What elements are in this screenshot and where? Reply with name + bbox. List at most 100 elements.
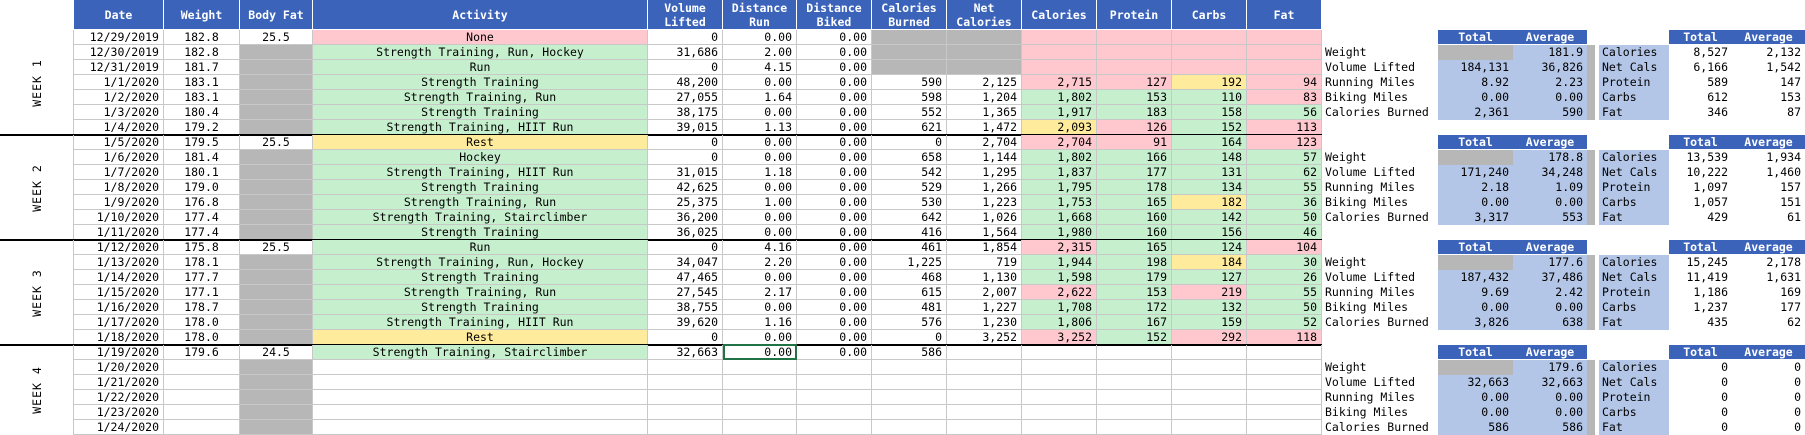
cell-fat[interactable]	[1247, 420, 1322, 435]
cell-net-calories[interactable]	[947, 360, 1022, 375]
column-header-net-calories[interactable]: Net Calories	[947, 0, 1022, 29]
cell-fat[interactable]	[1247, 60, 1322, 75]
cell-body-fat[interactable]	[240, 150, 313, 165]
cell-distance-biked[interactable]: 0.00	[797, 255, 872, 270]
cell-net-calories[interactable]	[947, 405, 1022, 420]
cell-fat[interactable]: 46	[1247, 225, 1322, 240]
cell-weight[interactable]: 175.8	[164, 240, 240, 255]
cell-distance-run[interactable]: 1.64	[723, 90, 797, 105]
cell-weight[interactable]: 179.0	[164, 180, 240, 195]
cell-body-fat[interactable]	[240, 180, 313, 195]
cell-net-calories[interactable]: 2,007	[947, 285, 1022, 300]
cell-calories[interactable]: 1,753	[1022, 195, 1097, 210]
cell-calories[interactable]	[1022, 345, 1097, 360]
cell-calories-burned[interactable]: 1,225	[872, 255, 947, 270]
cell-calories-burned[interactable]	[872, 405, 947, 420]
cell-distance-run[interactable]: 0.00	[723, 225, 797, 240]
cell-body-fat[interactable]	[240, 75, 313, 90]
cell-protein[interactable]: 167	[1097, 315, 1172, 330]
cell-carbs[interactable]: 132	[1172, 300, 1247, 315]
cell-carbs[interactable]: 134	[1172, 180, 1247, 195]
cell-date[interactable]: 1/16/2020	[74, 300, 164, 315]
cell-date[interactable]: 1/14/2020	[74, 270, 164, 285]
cell-calories[interactable]: 1,708	[1022, 300, 1097, 315]
cell-calories[interactable]: 2,704	[1022, 135, 1097, 150]
cell-carbs[interactable]	[1172, 360, 1247, 375]
cell-distance-biked[interactable]: 0.00	[797, 300, 872, 315]
cell-protein[interactable]: 172	[1097, 300, 1172, 315]
cell-body-fat[interactable]	[240, 165, 313, 180]
cell-distance-run[interactable]: 4.15	[723, 60, 797, 75]
cell-body-fat[interactable]	[240, 330, 313, 345]
cell-fat[interactable]: 94	[1247, 75, 1322, 90]
cell-net-calories[interactable]: 1,472	[947, 120, 1022, 135]
cell-distance-run[interactable]: 0.00	[723, 330, 797, 345]
cell-volume-lifted[interactable]: 36,025	[648, 225, 723, 240]
cell-carbs[interactable]	[1172, 30, 1247, 45]
cell-calories[interactable]	[1022, 405, 1097, 420]
cell-carbs[interactable]: 110	[1172, 90, 1247, 105]
cell-carbs[interactable]: 159	[1172, 315, 1247, 330]
cell-weight[interactable]: 177.1	[164, 285, 240, 300]
cell-protein[interactable]: 165	[1097, 195, 1172, 210]
cell-weight[interactable]	[164, 420, 240, 435]
cell-distance-biked[interactable]: 0.00	[797, 165, 872, 180]
cell-date[interactable]: 1/20/2020	[74, 360, 164, 375]
cell-date[interactable]: 1/3/2020	[74, 105, 164, 120]
cell-carbs[interactable]: 131	[1172, 165, 1247, 180]
cell-activity[interactable]: Strength Training, Run, Hockey	[313, 45, 648, 60]
cell-protein[interactable]	[1097, 45, 1172, 60]
cell-fat[interactable]: 52	[1247, 315, 1322, 330]
cell-protein[interactable]: 160	[1097, 210, 1172, 225]
cell-net-calories[interactable]: 1,026	[947, 210, 1022, 225]
cell-distance-run[interactable]	[723, 405, 797, 420]
cell-volume-lifted[interactable]: 36,200	[648, 210, 723, 225]
cell-activity[interactable]: Strength Training	[313, 180, 648, 195]
cell-body-fat[interactable]: 25.5	[240, 135, 313, 150]
cell-fat[interactable]	[1247, 375, 1322, 390]
cell-volume-lifted[interactable]	[648, 420, 723, 435]
cell-body-fat[interactable]	[240, 360, 313, 375]
cell-weight[interactable]: 177.7	[164, 270, 240, 285]
cell-distance-run[interactable]	[723, 360, 797, 375]
cell-carbs[interactable]: 184	[1172, 255, 1247, 270]
cell-carbs[interactable]	[1172, 45, 1247, 60]
cell-protein[interactable]: 127	[1097, 75, 1172, 90]
cell-calories-burned[interactable]: 416	[872, 225, 947, 240]
cell-activity[interactable]: Strength Training, Run	[313, 90, 648, 105]
cell-distance-biked[interactable]: 0.00	[797, 180, 872, 195]
cell-carbs[interactable]: 156	[1172, 225, 1247, 240]
cell-distance-biked[interactable]: 0.00	[797, 120, 872, 135]
cell-distance-run[interactable]: 2.17	[723, 285, 797, 300]
cell-activity[interactable]: None	[313, 30, 648, 45]
cell-distance-biked[interactable]	[797, 420, 872, 435]
cell-protein[interactable]	[1097, 30, 1172, 45]
column-header-calories[interactable]: Calories	[1022, 0, 1097, 29]
cell-fat[interactable]	[1247, 45, 1322, 60]
cell-net-calories[interactable]	[947, 390, 1022, 405]
cell-volume-lifted[interactable]: 25,375	[648, 195, 723, 210]
cell-calories-burned[interactable]: 598	[872, 90, 947, 105]
cell-activity[interactable]: Strength Training, Run, Hockey	[313, 255, 648, 270]
cell-date[interactable]: 1/22/2020	[74, 390, 164, 405]
cell-distance-biked[interactable]: 0.00	[797, 225, 872, 240]
cell-activity[interactable]: Strength Training	[313, 270, 648, 285]
cell-distance-biked[interactable]: 0.00	[797, 75, 872, 90]
cell-volume-lifted[interactable]: 38,755	[648, 300, 723, 315]
cell-carbs[interactable]: 148	[1172, 150, 1247, 165]
cell-volume-lifted[interactable]: 31,686	[648, 45, 723, 60]
cell-body-fat[interactable]	[240, 105, 313, 120]
cell-weight[interactable]: 177.4	[164, 225, 240, 240]
cell-date[interactable]: 1/7/2020	[74, 165, 164, 180]
cell-distance-run[interactable]: 1.13	[723, 120, 797, 135]
cell-fat[interactable]	[1247, 360, 1322, 375]
cell-date[interactable]: 1/21/2020	[74, 375, 164, 390]
cell-date[interactable]: 1/24/2020	[74, 420, 164, 435]
column-header-carbs[interactable]: Carbs	[1172, 0, 1247, 29]
cell-date[interactable]: 1/1/2020	[74, 75, 164, 90]
cell-calories[interactable]	[1022, 390, 1097, 405]
cell-distance-biked[interactable]: 0.00	[797, 60, 872, 75]
cell-weight[interactable]: 176.8	[164, 195, 240, 210]
column-header-weight[interactable]: Weight	[164, 0, 240, 29]
cell-protein[interactable]: 152	[1097, 330, 1172, 345]
